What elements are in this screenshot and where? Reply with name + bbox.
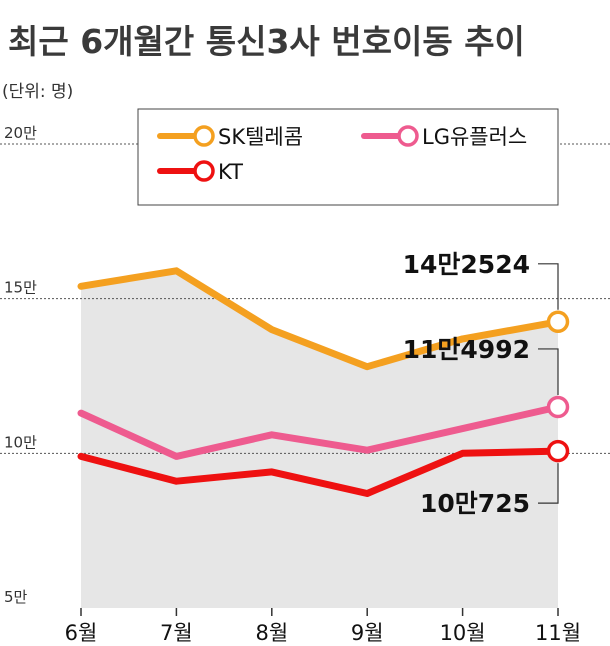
y-ticks-group: 20만 15만 10만 5만 <box>4 124 37 606</box>
callout-leader <box>538 463 559 504</box>
legend-label: LG유플러스 <box>422 125 527 149</box>
series-end-marker <box>546 439 570 463</box>
x-ticks-group: 6월 7월 8월 9월 10월 11월 <box>65 608 581 645</box>
series-line <box>77 267 562 371</box>
legend-label: SK텔레콤 <box>218 125 303 149</box>
callout-leader <box>538 348 559 395</box>
unit-label: (단위: 명) <box>2 82 73 102</box>
legend-marker <box>193 160 215 182</box>
callout-label: 14만2524 <box>403 250 530 279</box>
x-tick-label: 6월 <box>65 621 98 645</box>
callout-label: 11만4992 <box>403 335 530 364</box>
legend-marker <box>193 125 215 147</box>
x-tick-label: 9월 <box>351 621 384 645</box>
callout-label: 10만725 <box>420 489 530 518</box>
legend: SK텔레콤 LG유플러스 KT <box>137 108 559 206</box>
y-tick-label: 20만 <box>4 124 37 142</box>
callout-leader <box>538 263 559 310</box>
series-line <box>77 403 562 460</box>
series-line <box>77 447 562 497</box>
series-end-marker <box>546 395 570 419</box>
legend-box <box>137 108 559 206</box>
x-tick-label: 8월 <box>255 621 288 645</box>
x-tick-label: 10월 <box>440 621 486 645</box>
x-tick-label: 11월 <box>535 621 581 645</box>
series-group <box>77 267 570 497</box>
legend-label: KT <box>218 160 243 184</box>
chart-title: 최근 6개월간 통신3사 번호이동 추이 <box>8 22 525 61</box>
legend-marker <box>397 125 419 147</box>
x-tick-label: 7월 <box>160 621 193 645</box>
y-tick-label: 15만 <box>4 279 37 297</box>
series-end-marker <box>546 310 570 334</box>
y-tick-label: 10만 <box>4 433 37 451</box>
y-tick-label: 5만 <box>4 588 28 606</box>
callouts-group: 14만2524 11만4992 10만725 <box>403 250 559 518</box>
